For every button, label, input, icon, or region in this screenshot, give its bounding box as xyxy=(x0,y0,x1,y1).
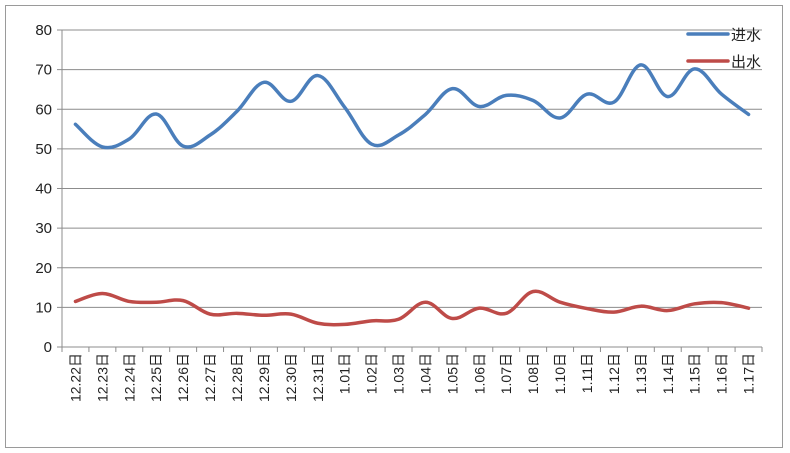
x-tick-label: 1.12日 xyxy=(606,353,622,394)
y-tick-label: 0 xyxy=(44,339,52,356)
x-tick-label: 1.07日 xyxy=(498,353,514,394)
legend-label-1: 出水 xyxy=(731,54,761,71)
x-tick-label: 1.03日 xyxy=(391,353,407,394)
x-tick-label: 12.31日 xyxy=(310,353,326,402)
x-tick-label: 1.14日 xyxy=(660,353,676,394)
x-tick-label: 1.13日 xyxy=(633,353,649,394)
x-tick-label: 1.17日 xyxy=(741,353,757,394)
x-tick-label: 12.22日 xyxy=(67,353,83,402)
x-tick-label: 1.16日 xyxy=(714,353,730,394)
x-tick-label: 1.05日 xyxy=(444,353,460,394)
x-tick-label: 1.06日 xyxy=(471,353,487,394)
legend-label-0: 进水 xyxy=(731,27,761,44)
y-tick-label: 50 xyxy=(35,141,52,158)
y-tick-label: 20 xyxy=(35,260,52,277)
x-tick-label: 12.23日 xyxy=(94,353,110,402)
y-tick-label: 30 xyxy=(35,220,52,237)
x-tick-label: 1.02日 xyxy=(364,353,380,394)
x-tick-labels: 12.22日 12.23日 12.24日 12.25日 12.26日 12.27日 12.2… xyxy=(67,353,756,402)
x-tick-label: 12.27日 xyxy=(202,353,218,402)
x-tick-label: 12.29日 xyxy=(256,353,272,402)
x-tick-label: 12.24日 xyxy=(121,353,137,402)
x-tick-label: 1.08日 xyxy=(525,353,541,394)
series-line-0 xyxy=(73,63,751,150)
y-tick-label: 40 xyxy=(35,181,52,198)
y-tick-label: 70 xyxy=(35,62,52,79)
gridlines xyxy=(62,29,762,308)
x-tick-label: 12.28日 xyxy=(229,353,245,402)
x-tick-label: 12.30日 xyxy=(283,353,299,402)
x-tick-label: 12.26日 xyxy=(175,353,191,402)
x-tick-label: 12.25日 xyxy=(148,353,164,402)
x-tick-label: 1.10日 xyxy=(552,353,568,394)
axes xyxy=(57,29,763,352)
x-tick-label: 1.15日 xyxy=(687,353,703,394)
series-lines xyxy=(73,63,751,327)
y-tick-label: 60 xyxy=(35,101,52,118)
y-tick-label: 10 xyxy=(35,299,52,316)
y-tick-labels: 0 10 20 30 40 50 60 70 80 xyxy=(35,22,52,356)
x-tick-label: 1.11日 xyxy=(579,353,595,393)
y-tick-label: 80 xyxy=(35,22,52,39)
x-tick-label: 1.01日 xyxy=(337,353,353,394)
series-line-1 xyxy=(73,289,751,327)
x-tick-label: 1.04日 xyxy=(417,353,433,394)
